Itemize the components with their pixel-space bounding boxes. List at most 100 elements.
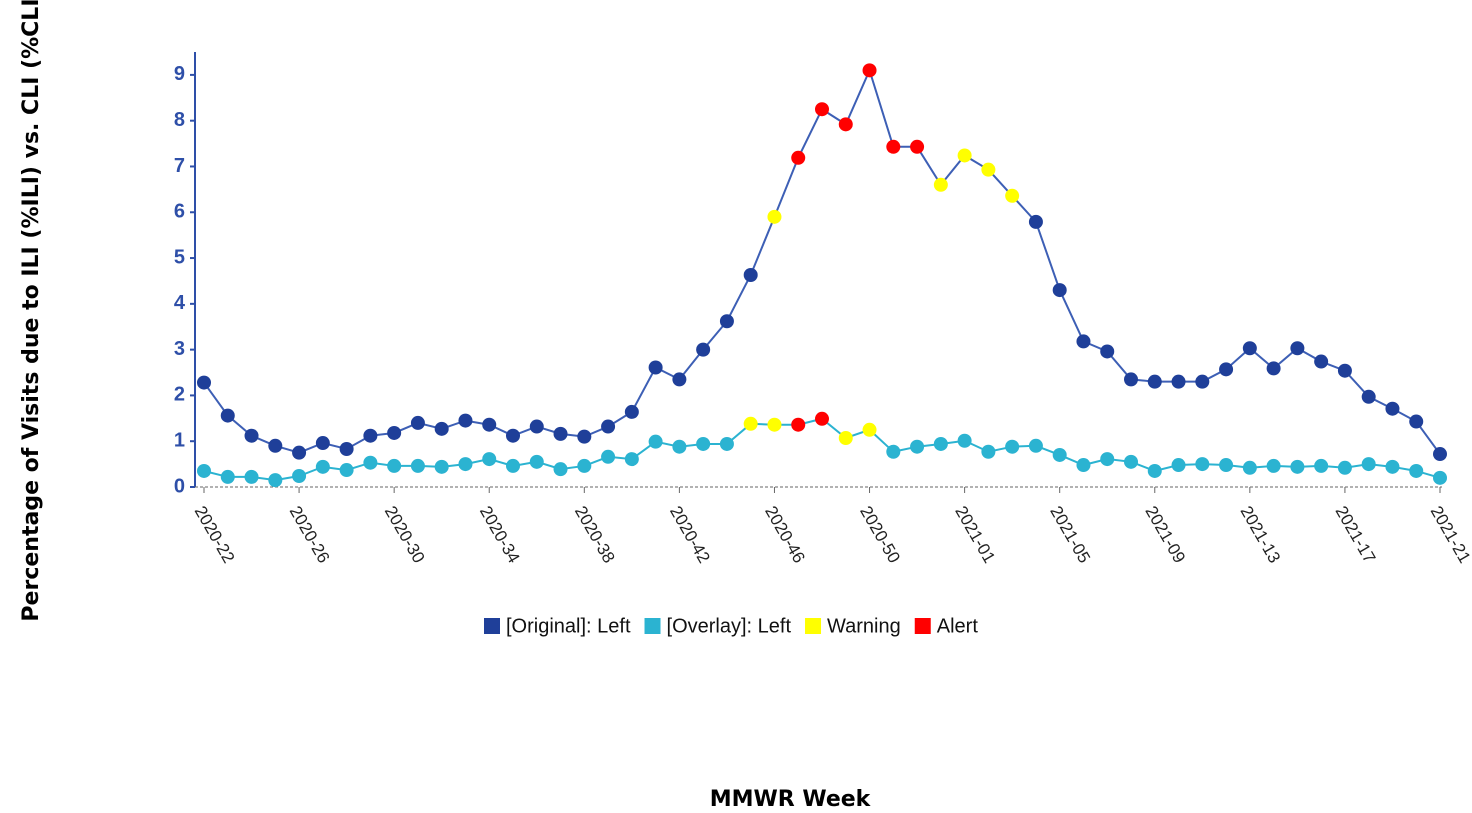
- data-point: [624, 452, 639, 467]
- data-point: [1219, 458, 1234, 473]
- x-tick-label: 2021-05: [1046, 503, 1094, 567]
- data-point: [672, 372, 687, 387]
- legend-label: [Original]: Left: [506, 615, 631, 637]
- data-point: [719, 436, 734, 451]
- data-point: [767, 209, 782, 224]
- data-point: [1361, 389, 1376, 404]
- data-point: [1171, 374, 1186, 389]
- data-point: [791, 150, 806, 165]
- data-point: [1005, 439, 1020, 454]
- series-line: [203, 67, 1441, 455]
- data-point: [719, 314, 734, 329]
- x-tick-label: 2020-34: [476, 503, 524, 567]
- data-point: [1314, 354, 1329, 369]
- data-point: [1266, 458, 1281, 473]
- y-tick-label: 3: [174, 338, 185, 360]
- data-point: [886, 139, 901, 154]
- x-tick-label: 2020-46: [761, 503, 809, 567]
- data-point: [315, 436, 330, 451]
- legend-label: Alert: [937, 615, 979, 637]
- data-point: [838, 431, 853, 446]
- data-point: [1385, 459, 1400, 474]
- data-point: [1290, 341, 1305, 356]
- data-point: [1052, 447, 1067, 462]
- x-tick-label: 2020-26: [286, 503, 334, 567]
- data-point: [292, 445, 307, 460]
- data-point: [292, 469, 307, 484]
- data-point: [1409, 414, 1424, 429]
- data-point: [767, 417, 782, 432]
- data-point: [815, 411, 829, 426]
- data-point: [1337, 363, 1352, 378]
- data-point: [506, 458, 520, 473]
- data-point: [862, 422, 877, 437]
- data-point: [1052, 283, 1067, 298]
- y-tick-label: 9: [174, 63, 185, 85]
- y-tick-label: 7: [174, 155, 185, 177]
- data-point: [220, 408, 235, 423]
- data-point: [648, 360, 663, 375]
- data-point: [197, 463, 211, 478]
- data-point: [1005, 188, 1020, 203]
- data-point: [910, 439, 925, 454]
- data-point: [410, 415, 425, 430]
- data-point: [1124, 372, 1138, 387]
- data-point: [1337, 460, 1352, 475]
- data-point: [506, 428, 520, 443]
- legend-swatch: [484, 618, 500, 634]
- data-point: [648, 434, 663, 449]
- data-point: [1076, 334, 1091, 349]
- data-point: [363, 428, 378, 443]
- data-point: [933, 177, 948, 192]
- data-point: [601, 449, 616, 464]
- legend-label: Warning: [827, 615, 901, 637]
- data-point: [1147, 374, 1162, 389]
- data-point: [1242, 341, 1257, 356]
- data-point: [1124, 454, 1138, 469]
- data-point: [696, 436, 711, 451]
- data-point: [1266, 361, 1281, 376]
- legend-label: [Overlay]: Left: [667, 615, 792, 637]
- data-point: [482, 417, 497, 432]
- x-tick-label: 2020-38: [571, 503, 619, 567]
- data-point: [363, 455, 378, 470]
- data-point: [1076, 458, 1091, 473]
- data-point: [410, 458, 425, 473]
- data-point: [815, 102, 829, 117]
- data-point: [981, 162, 996, 177]
- data-point: [529, 454, 544, 469]
- data-point: [1290, 459, 1305, 474]
- legend-swatch: [644, 618, 661, 634]
- data-point: [1219, 362, 1234, 377]
- data-point: [1409, 463, 1424, 478]
- data-point: [577, 458, 592, 473]
- data-point: [957, 148, 972, 163]
- data-point: [1242, 460, 1257, 475]
- y-tick-label: 1: [174, 429, 185, 451]
- x-tick-label: 2020-22: [191, 503, 239, 567]
- data-point: [1028, 438, 1043, 453]
- data-point: [1100, 344, 1115, 359]
- data-point: [268, 438, 283, 453]
- data-point: [862, 63, 877, 78]
- data-point: [1195, 374, 1210, 389]
- data-point: [553, 426, 568, 441]
- data-point: [197, 375, 211, 390]
- data-point: [1028, 214, 1043, 229]
- data-point: [482, 452, 497, 467]
- x-tick-label: 2021-17: [1332, 503, 1380, 567]
- y-axis-title: Percentage of Visits due to ILI (%ILI) v…: [19, 0, 44, 622]
- data-point: [1361, 457, 1376, 472]
- data-point: [458, 457, 473, 472]
- data-point: [981, 444, 996, 459]
- data-point: [315, 459, 330, 474]
- data-point: [244, 469, 259, 484]
- y-tick-label: 6: [174, 201, 185, 223]
- data-point: [1195, 457, 1210, 472]
- data-point: [387, 425, 402, 440]
- data-point: [339, 441, 354, 456]
- data-point: [577, 429, 592, 444]
- data-point: [1147, 463, 1162, 478]
- x-tick-label: 2020-50: [856, 503, 904, 567]
- y-tick-label: 2: [174, 384, 185, 406]
